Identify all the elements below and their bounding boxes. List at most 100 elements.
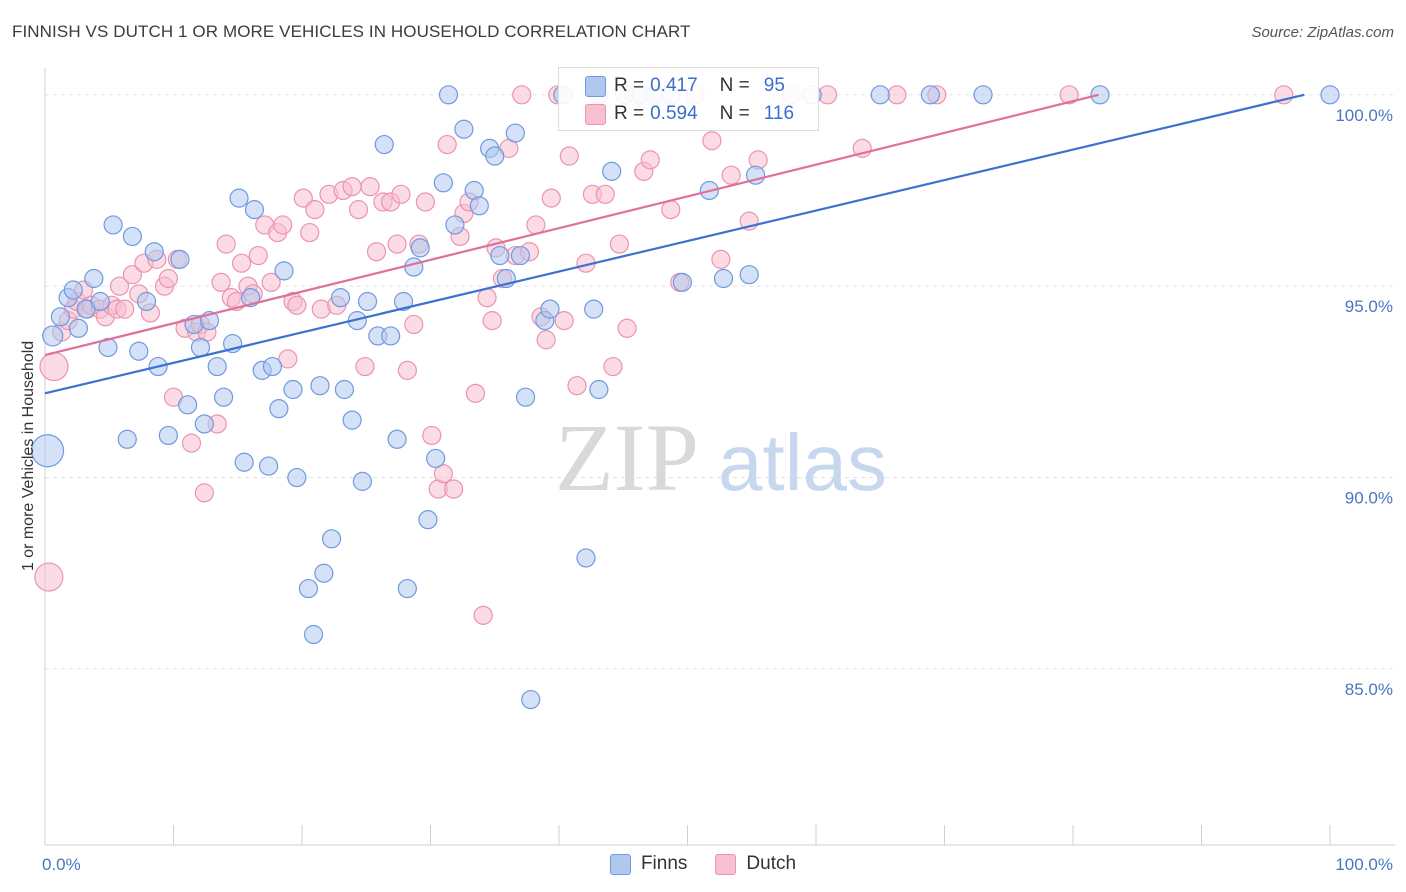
y-tick-label: 85.0%: [1345, 680, 1393, 699]
finns-point: [298, 578, 319, 599]
finns-point: [129, 341, 149, 361]
finns-point: [404, 257, 424, 277]
dutch-point: [109, 276, 130, 296]
finns-point: [194, 414, 214, 434]
dutch-point: [661, 200, 681, 220]
finns-point: [602, 161, 622, 181]
finns-n-label: N =: [719, 75, 750, 96]
dutch-point: [437, 134, 457, 155]
dutch-n-label: N =: [719, 103, 750, 124]
finns-point: [90, 291, 110, 312]
dutch-point: [721, 165, 741, 185]
finns-point: [50, 307, 71, 327]
dutch-point: [1059, 85, 1079, 105]
finns-point: [122, 226, 142, 247]
finns-point: [1320, 85, 1340, 105]
finns-point: [310, 376, 330, 396]
dutch-point: [232, 253, 252, 273]
legend-swatch-finns: [609, 853, 631, 875]
finns-point: [576, 548, 596, 568]
finns-point: [190, 337, 211, 358]
finns-point: [426, 448, 446, 469]
dutch-point: [366, 242, 387, 262]
finns-point: [521, 689, 541, 710]
tick-labels: 100.0% 95.0% 90.0% 85.0% 0.0% 100.0%: [42, 106, 1393, 874]
dutch-point: [512, 85, 532, 105]
finns-point: [178, 395, 198, 415]
dutch-point: [248, 245, 268, 266]
legend-item-dutch[interactable]: Dutch: [715, 853, 796, 875]
legend-label-finns: Finns: [640, 853, 688, 874]
dutch-point: [702, 131, 722, 151]
finns-points: [30, 85, 1340, 710]
finns-point: [303, 624, 324, 645]
chart-title: FINNISH VS DUTCH 1 OR MORE VEHICLES IN H…: [12, 22, 691, 41]
finns-swatch: [585, 75, 606, 97]
finns-point: [589, 379, 609, 400]
source-credit: Source: ZipAtlas.com: [1251, 24, 1394, 41]
stats-row-dutch: R = 0.594 N = 116: [559, 101, 794, 127]
finns-point: [870, 85, 890, 105]
dutch-n-value: 116: [763, 103, 795, 124]
dutch-point: [433, 464, 453, 484]
series-legend: Finns Dutch: [0, 851, 1406, 877]
finns-point: [515, 387, 536, 407]
dutch-point: [211, 272, 231, 292]
dutch-point: [293, 188, 313, 208]
finns-point: [920, 85, 940, 105]
dutch-point: [355, 356, 375, 377]
finns-point: [258, 456, 279, 476]
watermark-atlas: atlas: [718, 418, 887, 507]
finns-point: [342, 410, 362, 430]
dutch-point: [477, 288, 497, 308]
dutch-point: [122, 265, 142, 285]
legend-swatch-dutch: [715, 853, 737, 875]
stats-row-finns: R = 0.417 N = 95: [559, 73, 785, 99]
finns-point: [445, 215, 465, 235]
finns-point: [672, 272, 692, 292]
finns-point: [30, 434, 65, 468]
finns-point: [244, 200, 265, 220]
gridlines: [45, 94, 1395, 670]
finns-point: [485, 146, 505, 166]
finns-point: [103, 215, 123, 235]
dutch-point: [158, 268, 178, 289]
dutch-point: [216, 234, 236, 254]
finns-point: [283, 379, 303, 400]
watermark: ZIP atlas: [555, 404, 887, 511]
trend-lines: [44, 93, 1305, 395]
finns-point: [314, 563, 334, 583]
finns-point: [438, 85, 459, 105]
dutch-point: [287, 295, 307, 315]
dutch-point: [115, 299, 135, 319]
dutch-point: [34, 562, 64, 592]
finns-point: [739, 265, 759, 285]
finns-point: [973, 85, 993, 105]
finns-point: [713, 268, 734, 289]
finns-point: [214, 387, 234, 407]
dutch-trend-line: [44, 93, 1099, 357]
dutch-point: [273, 215, 293, 235]
dutch-point: [181, 433, 202, 453]
dutch-r-label: R =: [614, 103, 645, 124]
dutch-point: [415, 192, 435, 212]
finns-point: [433, 173, 453, 193]
finns-point: [397, 578, 417, 599]
dutch-point: [541, 188, 561, 208]
finns-point: [510, 245, 531, 266]
legend-item-finns[interactable]: Finns: [609, 853, 688, 875]
finns-point: [158, 425, 178, 446]
dutch-point: [465, 383, 486, 403]
dutch-point: [482, 311, 502, 331]
x-tick-label: 100.0%: [1335, 855, 1393, 874]
dutch-point: [348, 200, 369, 220]
finns-point: [136, 291, 157, 312]
dutch-point: [39, 351, 69, 382]
dutch-point: [473, 605, 493, 625]
finns-point: [63, 280, 83, 300]
finns-point: [1090, 85, 1110, 105]
dutch-swatch: [585, 103, 606, 125]
finns-n-value: 95: [763, 75, 785, 96]
finns-point: [42, 325, 64, 347]
